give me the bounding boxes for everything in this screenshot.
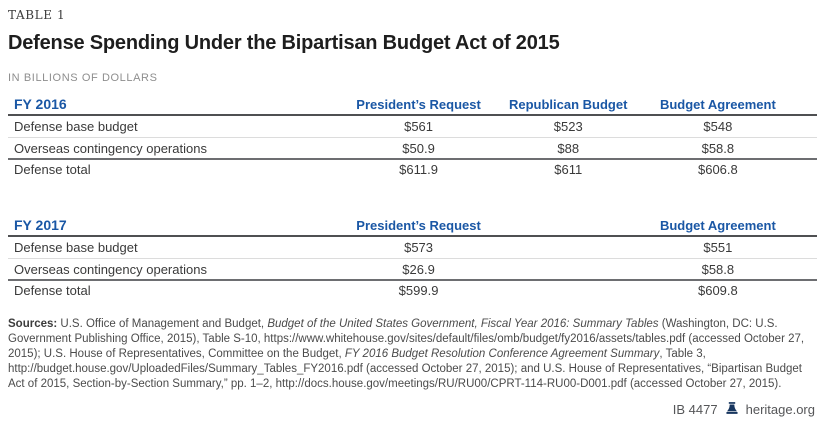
table-header-row: FY 2017 President’s Request Budget Agreeme… — [8, 215, 817, 237]
cell-value: $523 — [553, 119, 583, 134]
table-header-row: FY 2016 President’s Request Republican Bud… — [8, 94, 817, 116]
cell-value: $551 — [703, 240, 733, 255]
liberty-bell-icon — [724, 401, 740, 417]
fiscal-year-label: FY 2017 — [14, 217, 67, 233]
row-label: Defense base budget — [14, 119, 138, 134]
cell-value: $548 — [703, 119, 733, 134]
cell-value: $50.9 — [402, 140, 435, 156]
column-header: Budget Agreement — [659, 217, 776, 233]
row-label: Defense base budget — [14, 240, 138, 255]
column-header: President’s Request — [356, 96, 481, 112]
table-kicker: TABLE 1 — [8, 8, 66, 22]
row-label: Defense total — [14, 162, 91, 177]
table-row: Defense base budget $573 $551 — [8, 237, 817, 258]
row-label: Defense total — [14, 283, 91, 298]
table-row: Defense base budget $561 $523 $548 — [8, 116, 817, 137]
sources-label: Sources: — [8, 318, 58, 330]
units-subtitle: IN BILLIONS OF DOLLARS — [8, 72, 158, 84]
table-row: Defense total $611.9 $611 $606.8 — [8, 158, 817, 179]
fiscal-year-label: FY 2016 — [14, 96, 67, 112]
document-id: IB 4477 — [672, 401, 718, 417]
column-header: President’s Request — [356, 217, 481, 233]
cell-value: $609.8 — [697, 283, 738, 298]
row-label: Overseas contingency operations — [14, 140, 207, 156]
source-text: (Washington, DC: U.S. Government Publish… — [8, 318, 805, 360]
cell-value: $88 — [557, 140, 580, 156]
source-title-italic: Budget of the United States Government, … — [267, 318, 659, 330]
cell-value: $599.9 — [398, 283, 439, 298]
column-header: Budget Agreement — [659, 96, 776, 112]
cell-value: $26.9 — [402, 261, 435, 277]
source-title-italic: FY 2016 Budget Resolution Conference Agr… — [344, 348, 660, 360]
cell-value: $611 — [554, 162, 583, 177]
table-fy2017: FY 2017 President’s Request Budget Agreeme… — [8, 215, 817, 300]
cell-value: $58.8 — [701, 140, 735, 156]
site-url: heritage.org — [745, 401, 815, 417]
table-row: Overseas contingency operations $26.9 $58.… — [8, 258, 817, 279]
cell-value: $611.9 — [399, 162, 438, 177]
column-header: Republican Budget — [508, 96, 628, 112]
page-title: Defense Spending Under the Bipartisan Bu… — [8, 32, 560, 54]
footer: IB 4477 heritage.org — [8, 401, 817, 417]
table-row: Defense total $599.9 $609.8 — [8, 279, 817, 300]
cell-value: $561 — [404, 119, 434, 134]
cell-value: $606.8 — [697, 162, 738, 177]
table-row: Overseas contingency operations $50.9 $88 $… — [8, 137, 817, 158]
source-text: U.S. Office of Management and Budget, — [57, 318, 268, 330]
cell-value: $573 — [404, 240, 434, 255]
cell-value: $58.8 — [701, 261, 735, 277]
source-text: , Table 3, http://budget.house.gov/Uploa… — [8, 348, 802, 390]
row-label: Overseas contingency operations — [14, 261, 207, 277]
sources-note: Sources: U.S. Office of Management and B… — [8, 317, 817, 392]
table-fy2016: FY 2016 President’s Request Republican Bud… — [8, 94, 817, 179]
